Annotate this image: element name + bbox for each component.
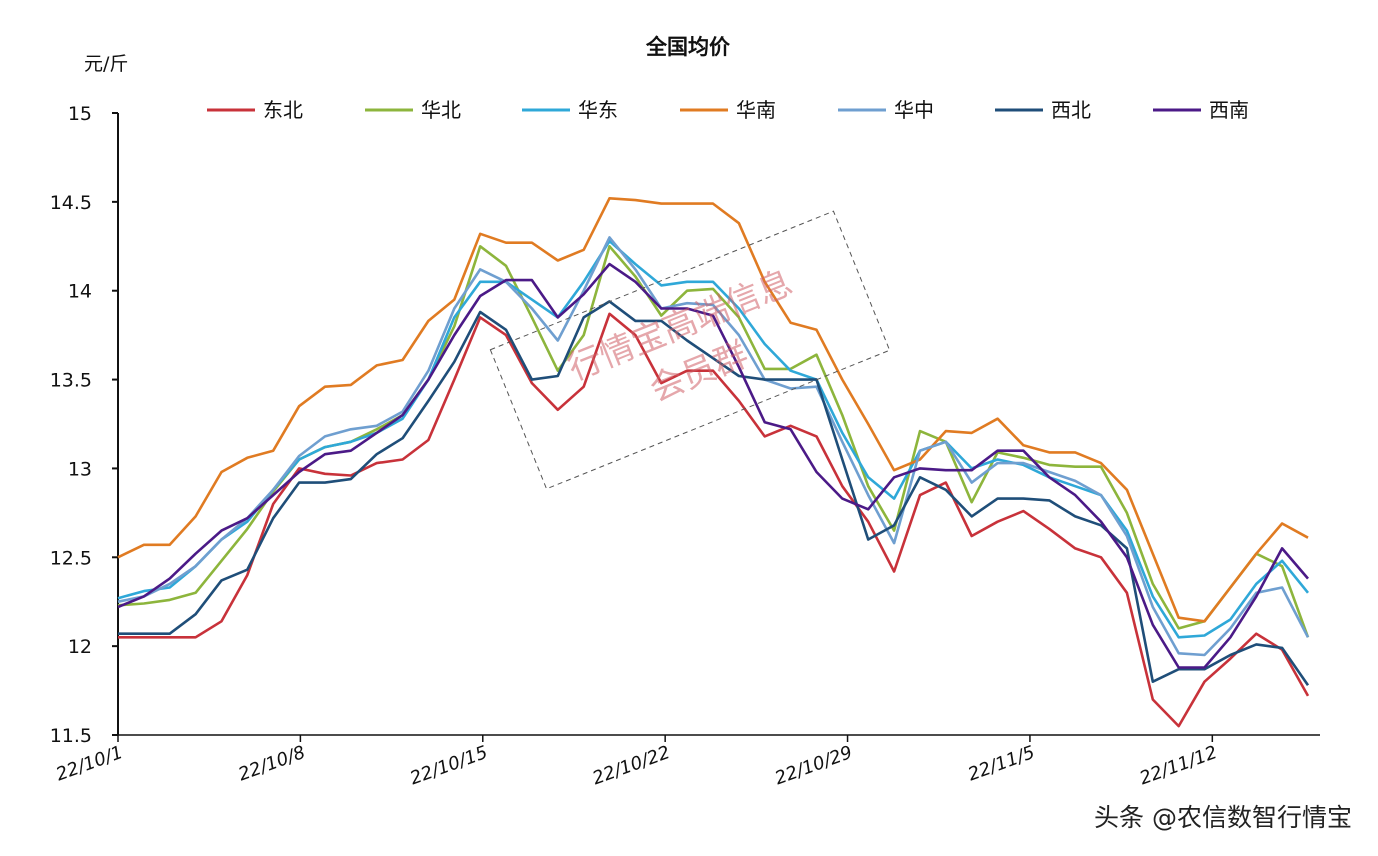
chart-title: 全国均价	[645, 35, 731, 59]
y-tick-label: 11.5	[50, 725, 92, 747]
series-line-华南	[117, 197, 1309, 623]
legend-label: 华中	[894, 98, 934, 122]
watermark: 行情宝高端信息 会员群	[489, 210, 891, 490]
source-credit: 头条 @农信数智行情宝	[1094, 803, 1352, 832]
legend-label: 西北	[1051, 98, 1091, 122]
legend-item-6: 西南	[1153, 98, 1249, 122]
legend-item-0: 东北	[207, 98, 303, 122]
legend-label: 华东	[578, 98, 618, 122]
legend-item-2: 华东	[522, 98, 618, 122]
legend-item-3: 华南	[680, 98, 776, 122]
legend-label: 华北	[421, 98, 461, 122]
series-line-西南	[117, 262, 1309, 669]
y-tick-label: 13	[68, 458, 92, 480]
axes: 11.5 12 12.5 13 13.5 14 14.5 15 22/10/1 22/10/8 22…	[50, 103, 1320, 789]
y-tick-label: 12.5	[50, 547, 92, 569]
y-tick-label: 14.5	[50, 192, 92, 214]
x-tick-label: 22/11/12	[1137, 742, 1220, 789]
x-tick-label: 22/10/1	[53, 742, 125, 785]
legend-label: 华南	[736, 98, 776, 122]
x-tick-label: 22/10/22	[590, 742, 673, 789]
y-tick-label: 12	[68, 636, 92, 658]
watermark-box	[489, 210, 891, 490]
x-tick-label: 22/11/5	[965, 742, 1037, 785]
legend-item-1: 华北	[365, 98, 461, 122]
y-tick-label: 14	[68, 281, 92, 303]
x-tick-label: 22/10/8	[236, 742, 308, 785]
legend: 东北 华北 华东 华南 华中 西北 西南	[207, 98, 1249, 122]
series-line-东北	[118, 312, 1310, 728]
legend-item-5: 西北	[995, 98, 1091, 122]
x-tick-label: 22/10/29	[772, 742, 855, 789]
y-axis-unit: 元/斤	[84, 53, 128, 75]
legend-label: 西南	[1209, 98, 1249, 122]
series-lines	[117, 197, 1310, 728]
y-tick-label: 13.5	[50, 370, 92, 392]
y-tick-label: 15	[68, 103, 92, 125]
x-tick-label: 22/10/15	[407, 742, 490, 789]
series-line-华中	[117, 236, 1310, 657]
legend-label: 东北	[263, 98, 303, 122]
legend-item-4: 华中	[838, 98, 934, 122]
